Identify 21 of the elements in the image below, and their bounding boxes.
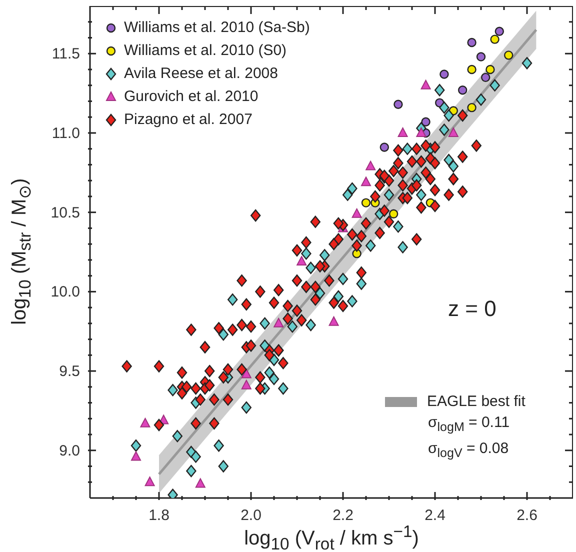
x-tick-label: 1.8 — [148, 507, 170, 524]
legend-label: Gurovich et al. 2010 — [124, 88, 258, 105]
y-tick-label: 11.5 — [52, 46, 80, 63]
annotation: σ$_{logM}$ = 0.11 — [428, 414, 510, 434]
legend-label: Pizagno et al. 2007 — [124, 111, 252, 128]
y-tick-label: 9.0 — [59, 442, 80, 460]
y-tick-label: 10.0 — [50, 284, 80, 301]
x-tick-label: 2.0 — [240, 507, 262, 524]
y-tick-label: 11.0 — [52, 124, 80, 142]
x-tick-label: 2.4 — [424, 507, 446, 524]
x-axis-title: log$_{10}$ (V$_{rot}$ / km s$^{−1}$) — [244, 522, 419, 552]
y-tick-label: 10.5 — [50, 204, 80, 222]
legend-label: EAGLE best fit — [427, 393, 526, 410]
legend-label: Williams et al. 2010 (S0) — [124, 42, 287, 59]
x-tick-label: 2.2 — [332, 507, 354, 524]
legend-label: Williams et al. 2010 (Sa-Sb) — [124, 19, 310, 36]
legend-label: Avila Reese et al. 2008 — [124, 65, 278, 82]
annotation: z = 0 — [448, 296, 496, 322]
annotation: σ$_{logV}$ = 0.08 — [428, 440, 509, 460]
y-tick-label: 9.5 — [59, 363, 80, 380]
x-tick-label: 2.6 — [516, 507, 538, 524]
